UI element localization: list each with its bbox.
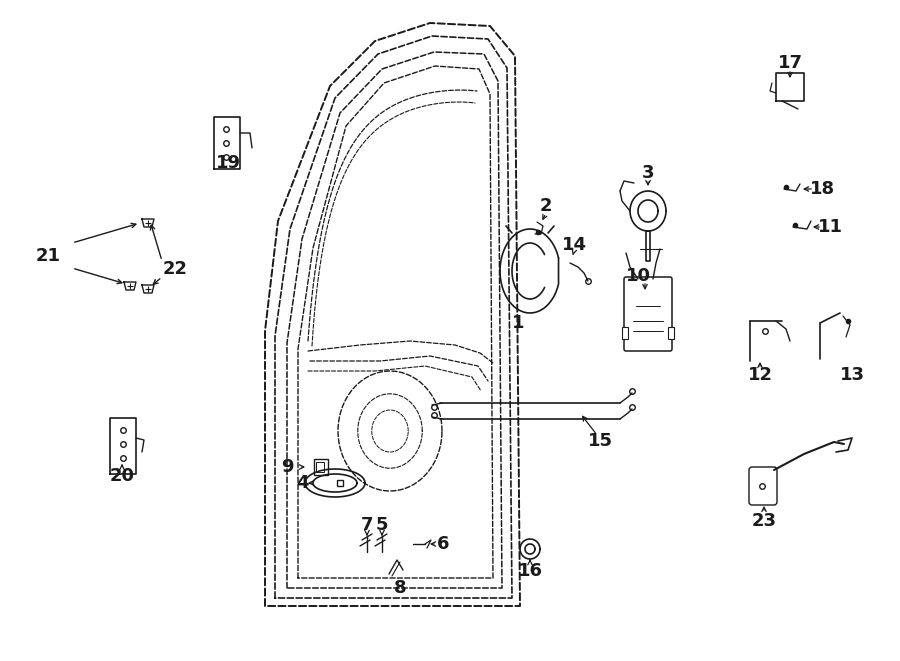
- Text: 19: 19: [215, 154, 240, 172]
- Bar: [622, 327, 628, 339]
- FancyBboxPatch shape: [624, 277, 672, 351]
- Text: 14: 14: [562, 236, 587, 254]
- Text: 18: 18: [809, 180, 834, 198]
- Text: 8: 8: [393, 579, 406, 597]
- Text: 6: 6: [436, 535, 449, 553]
- Bar: [316, 462, 324, 472]
- Text: 17: 17: [778, 54, 803, 72]
- Text: 5: 5: [376, 516, 388, 534]
- Text: 1: 1: [512, 314, 524, 332]
- Text: 9: 9: [281, 458, 293, 476]
- Text: 2: 2: [540, 197, 553, 215]
- Text: 21: 21: [35, 247, 60, 265]
- Text: 22: 22: [163, 260, 187, 278]
- Text: 3: 3: [642, 164, 654, 182]
- Text: 4: 4: [296, 474, 308, 492]
- Text: 7: 7: [361, 516, 374, 534]
- Text: 23: 23: [752, 512, 777, 530]
- Bar: [668, 327, 674, 339]
- Text: 12: 12: [748, 366, 772, 384]
- Text: 16: 16: [518, 562, 543, 580]
- FancyBboxPatch shape: [749, 467, 777, 505]
- Bar: [314, 459, 328, 475]
- Text: 13: 13: [840, 366, 865, 384]
- Text: 11: 11: [817, 218, 842, 236]
- Text: 15: 15: [588, 432, 613, 450]
- Text: 10: 10: [626, 267, 651, 285]
- Text: 20: 20: [110, 467, 134, 485]
